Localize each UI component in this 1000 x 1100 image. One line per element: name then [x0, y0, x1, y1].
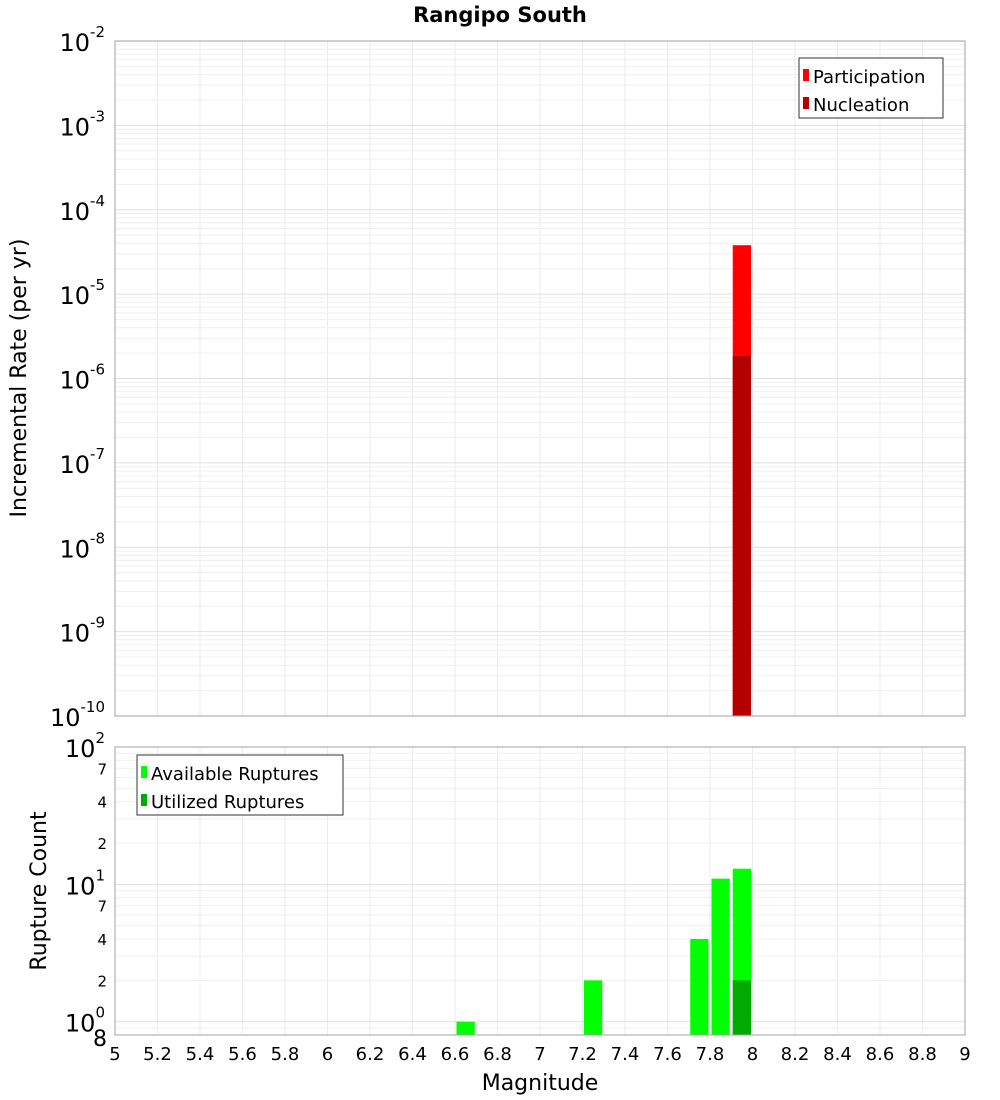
bar-available-ruptures	[711, 878, 730, 1035]
chart-title: Rangipo South	[413, 3, 587, 27]
legend-label: Participation	[813, 67, 925, 88]
x-axis-label: Magnitude	[482, 1071, 599, 1096]
y-tick-label: 10-3	[59, 107, 105, 141]
x-tick-label: 7.4	[611, 1044, 640, 1065]
y-tick-label: 10-10	[50, 698, 105, 732]
legend-box	[136, 754, 344, 816]
y-tick-label: 101	[65, 866, 105, 900]
legend-label: Nucleation	[813, 95, 909, 116]
x-tick-label: 5.4	[186, 1044, 215, 1065]
y-axis-label-top: Incremental Rate (per yr)	[7, 239, 32, 518]
y-tick-label: 10-8	[59, 529, 105, 563]
x-tick-label: 5.2	[143, 1044, 172, 1065]
y-tick-label: 10-7	[59, 445, 105, 479]
legend: Available Ruptures Utilized Ruptures	[136, 754, 344, 816]
y-minor-tick-label: 2	[97, 972, 107, 990]
bar-available-ruptures	[456, 1021, 475, 1035]
y-tick-label: 10-4	[59, 192, 105, 226]
legend-swatch	[141, 794, 147, 806]
y-tick-label: 100	[65, 1004, 105, 1038]
plot-frame-bottom	[114, 746, 966, 1036]
y-tick-label: 10-9	[59, 614, 105, 648]
legend-swatch	[803, 97, 809, 109]
x-tick-label: 7.8	[696, 1044, 725, 1065]
x-tick-label: 8.2	[781, 1044, 810, 1065]
bar-nucleation	[732, 355, 751, 716]
y-minor-tick-label: 8	[93, 1027, 107, 1052]
legend-label: Utilized Ruptures	[151, 792, 304, 813]
y-tick-label: 102	[65, 729, 105, 763]
y-axis-label-bottom: Rupture Count	[27, 811, 52, 971]
x-tick-label: 8.6	[866, 1044, 895, 1065]
y-tick-label: 10-6	[59, 361, 105, 395]
x-tick-label: 6.4	[398, 1044, 427, 1065]
x-tick-label: 6.8	[483, 1044, 512, 1065]
bar-available-ruptures	[690, 939, 709, 1035]
x-tick-label: 5	[109, 1044, 120, 1065]
x-tick-label: 7.6	[653, 1044, 682, 1065]
bar-available-ruptures	[584, 980, 603, 1035]
y-minor-tick-label: 4	[97, 931, 107, 949]
x-tick-label: 6	[322, 1044, 333, 1065]
x-tick-label: 9	[959, 1044, 970, 1065]
y-minor-tick-label: 7	[97, 760, 107, 778]
x-tick-label: 8.4	[823, 1044, 852, 1065]
x-tick-label: 6.6	[441, 1044, 470, 1065]
legend: Participation Nucleation	[798, 57, 944, 119]
legend-swatch	[141, 766, 147, 778]
y-tick-label: 10-5	[59, 276, 105, 310]
x-tick-label: 8.8	[908, 1044, 937, 1065]
legend-swatch	[803, 69, 809, 81]
x-tick-label: 7.2	[568, 1044, 597, 1065]
y-minor-tick-label: 7	[97, 898, 107, 916]
x-tick-label: 7	[534, 1044, 545, 1065]
x-tick-label: 5.8	[271, 1044, 300, 1065]
legend-box	[798, 57, 944, 119]
y-tick-label: 10-2	[59, 23, 105, 57]
bar-utilized-ruptures	[732, 980, 751, 1035]
x-tick-label: 6.2	[356, 1044, 385, 1065]
y-minor-tick-label: 4	[97, 794, 107, 812]
x-tick-label: 8	[747, 1044, 758, 1065]
plot-frame-top	[114, 40, 966, 717]
legend-label: Available Ruptures	[151, 764, 319, 785]
x-tick-label: 5.6	[228, 1044, 257, 1065]
y-minor-tick-label: 2	[97, 835, 107, 853]
